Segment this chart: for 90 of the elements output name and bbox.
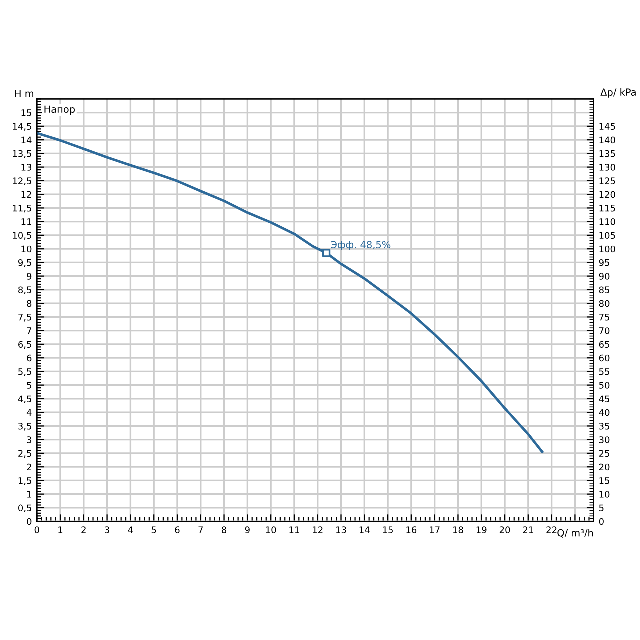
x-tick-label: 15	[383, 526, 393, 534]
y2-tick-label: 80	[599, 300, 610, 308]
y-tick-label: 13,5	[13, 150, 32, 158]
y-tick-label: 8,5	[18, 286, 32, 294]
x-tick-label: 1	[58, 526, 63, 534]
x-tick-label: 22	[546, 526, 557, 534]
y-tick-label: 10	[22, 246, 32, 253]
x-tick-label: 7	[198, 526, 203, 534]
y-tick-label: 5	[27, 382, 32, 389]
x-tick-label: 4	[128, 526, 134, 534]
y2-tick-label: 85	[599, 286, 610, 294]
y2-tick-label: 10	[600, 491, 610, 498]
y-tick-label: 5,5	[18, 368, 32, 376]
x-tick-label: 2	[82, 526, 86, 534]
y2-tick-label: 100	[600, 246, 616, 253]
y-tick-label: 6,5	[18, 341, 32, 349]
y-tick-label: 15	[22, 110, 32, 116]
y2-tick-label: 75	[600, 314, 610, 321]
y2-tick-label: 30	[599, 436, 610, 444]
x-tick-label: 6	[175, 526, 180, 534]
y-axis-title: H m	[15, 90, 34, 98]
y2-tick-label: 5	[599, 504, 604, 512]
y-tick-label: 12,5	[13, 178, 32, 186]
x-tick-label: 18	[453, 526, 464, 534]
y2-tick-label: 55	[599, 368, 610, 376]
y2-tick-label: 110	[600, 218, 616, 226]
y2-tick-label: 60	[599, 354, 610, 362]
y-tick-label: 14,5	[13, 123, 32, 131]
y2-tick-label: 95	[599, 259, 610, 266]
y2-tick-label: 0	[599, 518, 604, 526]
x-tick-label: 8	[222, 526, 227, 534]
x-tick-label: 13	[336, 526, 346, 534]
y-tick-label: 3	[27, 436, 32, 444]
y2-tick-label: 25	[599, 450, 610, 458]
y2-tick-label: 140	[600, 136, 616, 144]
annotation: Напор	[44, 106, 76, 115]
x-tick-label: 20	[500, 526, 510, 534]
y2-axis-title: Δp/ kPa	[600, 88, 636, 98]
x-tick-label: 17	[430, 526, 440, 534]
y-tick-label: 9	[27, 273, 32, 280]
x-tick-label: 12	[313, 526, 323, 534]
y2-tick-label: 45	[599, 396, 610, 403]
y-tick-label: 0	[27, 518, 32, 526]
y-tick-label: 7	[27, 328, 32, 334]
y2-tick-label: 35	[599, 422, 610, 430]
x-tick-label: 14	[360, 526, 370, 534]
y2-tick-label: 125	[600, 178, 616, 185]
x-tick-label: 10	[266, 526, 276, 534]
y2-tick-label: 115	[600, 205, 616, 212]
y2-tick-label: 105	[600, 232, 616, 240]
y2-tick-label: 50	[599, 382, 610, 389]
x-tick-label: 19	[476, 526, 487, 534]
x-tick-label: 3	[105, 526, 110, 534]
y-tick-label: 11	[22, 218, 32, 226]
y2-tick-label: 120	[600, 191, 616, 198]
y-tick-label: 3,5	[18, 422, 32, 431]
x-tick-label: 21	[523, 526, 534, 534]
x-tick-label: 0	[34, 526, 40, 534]
y-tick-label: 7,5	[18, 314, 32, 322]
y-tick-label: 1	[28, 491, 32, 498]
y-tick-label: 0,5	[18, 504, 32, 512]
y2-tick-label: 135	[600, 150, 616, 158]
y2-tick-label: 145	[600, 123, 616, 130]
y2-tick-label: 65	[599, 341, 610, 348]
x-tick-label: 11	[290, 526, 300, 534]
y-tick-label: 4,5	[18, 396, 32, 404]
y-tick-label: 8	[27, 300, 32, 308]
x-tick-label: 5	[152, 526, 156, 534]
y-tick-label: 4	[26, 409, 32, 416]
y-tick-label: 1,5	[18, 478, 32, 486]
y-tick-label: 6	[27, 354, 32, 362]
y2-tick-label: 70	[600, 328, 610, 334]
y2-tick-label: 15	[600, 478, 610, 484]
y2-tick-label: 20	[599, 464, 610, 471]
x-axis-title: Q/ m³/h	[558, 529, 594, 538]
annotation: Эфф. 48,5%	[331, 241, 391, 250]
y-tick-label: 12	[22, 191, 32, 198]
y2-tick-label: 90	[599, 273, 610, 280]
y-tick-label: 2	[27, 464, 32, 471]
x-tick-label: 16	[406, 526, 417, 534]
y-tick-label: 10,5	[13, 232, 32, 240]
y-tick-label: 14	[22, 136, 32, 144]
line-series	[37, 132, 544, 454]
y2-tick-label: 40	[599, 409, 610, 416]
y2-tick-label: 130	[600, 164, 616, 171]
y-tick-label: 13	[22, 164, 32, 171]
y-tick-label: 11,5	[13, 205, 32, 213]
y-tick-label: 2,5	[18, 450, 32, 458]
y-tick-label: 9,5	[18, 259, 32, 268]
x-tick-label: 9	[245, 526, 250, 534]
